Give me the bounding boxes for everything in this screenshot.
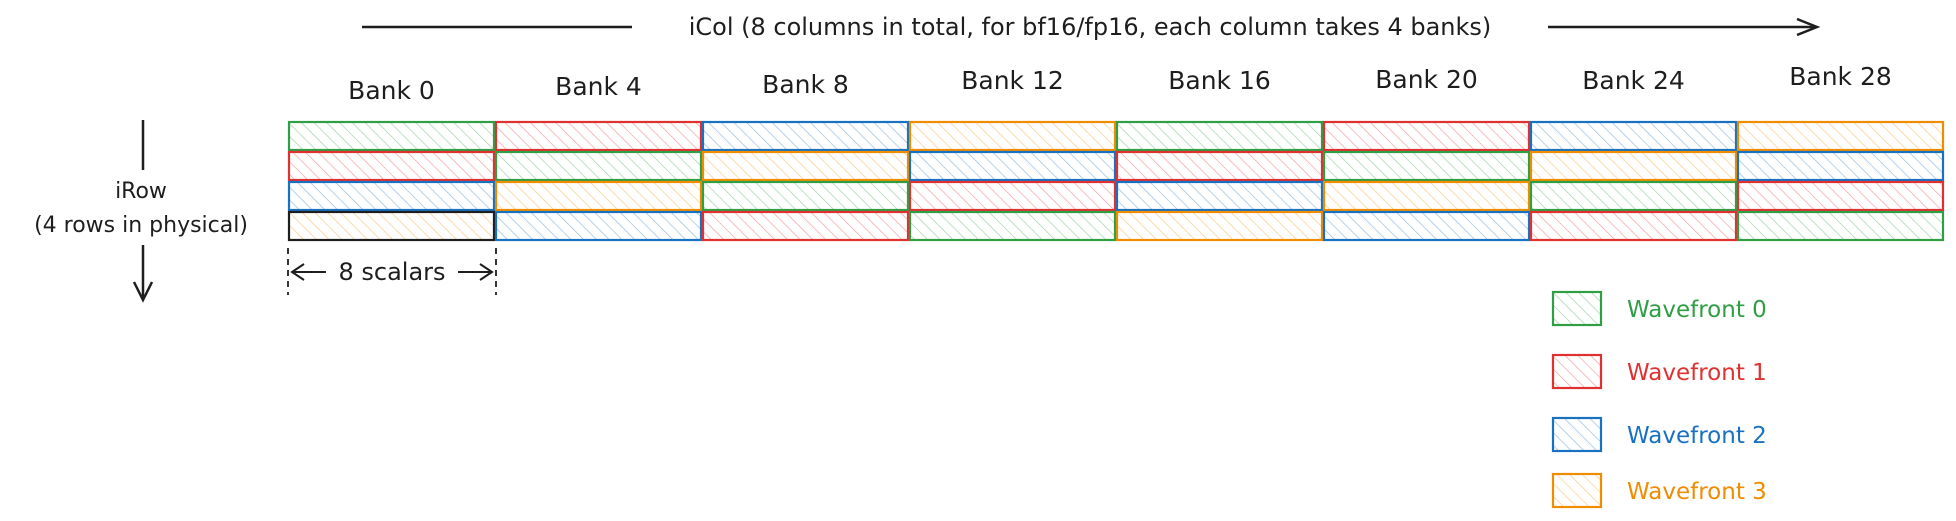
icol-arrow: iCol (8 columns in total, for bf16/fp16,… bbox=[362, 13, 1821, 41]
icol-arrow-head bbox=[1796, 17, 1821, 37]
cell-r0-c4 bbox=[1115, 120, 1324, 152]
bank-header-7: Bank 28 bbox=[1789, 62, 1892, 91]
cell-r1-c1 bbox=[494, 150, 703, 182]
cell-r1-c7 bbox=[1736, 150, 1945, 182]
cell-r1-c3 bbox=[908, 150, 1117, 182]
scalars-arrow-head-right bbox=[479, 263, 494, 281]
cell-r2-c6 bbox=[1529, 180, 1738, 212]
cell-r2-c2 bbox=[701, 180, 910, 212]
cell-r1-c4 bbox=[1115, 150, 1324, 182]
legend: Wavefront 0 Wavefront 1 Wavefront 2 Wavefro… bbox=[1551, 290, 1767, 509]
cell-r0-c3 bbox=[908, 120, 1117, 152]
cell-r2-c5 bbox=[1322, 180, 1531, 212]
cell-r3-c3 bbox=[908, 210, 1117, 242]
cell-r3-c1 bbox=[494, 210, 703, 242]
bank-header-6: Bank 24 bbox=[1582, 66, 1685, 95]
cell-r0-c5 bbox=[1322, 120, 1531, 152]
legend-swatch-3 bbox=[1551, 472, 1603, 509]
bank-header-4: Bank 16 bbox=[1168, 66, 1271, 95]
legend-swatch-1 bbox=[1551, 353, 1603, 390]
irow-sublabel: (4 rows in physical) bbox=[34, 213, 248, 238]
scalars-arrow-head-left bbox=[290, 263, 305, 281]
cell-r0-c7 bbox=[1736, 120, 1945, 152]
cell-r0-c2 bbox=[701, 120, 910, 152]
cell-r1-c5 bbox=[1322, 150, 1531, 182]
cell-r2-c7 bbox=[1736, 180, 1945, 212]
bank-header-0: Bank 0 bbox=[348, 76, 435, 105]
irow-label: iRow bbox=[115, 179, 167, 204]
icol-label: iCol (8 columns in total, for bf16/fp16,… bbox=[689, 13, 1492, 41]
bank-header-2: Bank 8 bbox=[762, 70, 849, 99]
cell-r0-c6 bbox=[1529, 120, 1738, 152]
legend-label-1: Wavefront 1 bbox=[1627, 360, 1767, 386]
cell-r3-c4 bbox=[1115, 210, 1324, 242]
cell-r3-c2 bbox=[701, 210, 910, 242]
cell-r2-c0 bbox=[287, 180, 496, 212]
cell-r1-c0 bbox=[287, 150, 496, 182]
bank-headers: Bank 0 Bank 4 Bank 8 Bank 12 Bank 16 Bank 20 B… bbox=[348, 62, 1892, 105]
legend-label-3: Wavefront 3 bbox=[1627, 479, 1767, 505]
cell-r3-c5 bbox=[1322, 210, 1531, 242]
cell-r1-c6 bbox=[1529, 150, 1738, 182]
cell-r0-c0 bbox=[287, 120, 496, 152]
cell-r3-c6 bbox=[1529, 210, 1738, 242]
cell-r2-c1 bbox=[494, 180, 703, 212]
legend-label-2: Wavefront 2 bbox=[1627, 423, 1767, 449]
legend-swatch-2 bbox=[1551, 416, 1603, 453]
legend-label-0: Wavefront 0 bbox=[1627, 297, 1767, 323]
cell-r2-c3 bbox=[908, 180, 1117, 212]
irow-arrow-head bbox=[132, 281, 154, 303]
bank-header-5: Bank 20 bbox=[1375, 65, 1478, 94]
irow-axis: iRow (4 rows in physical) bbox=[34, 120, 248, 303]
bank-grid bbox=[287, 120, 1945, 242]
cell-r0-c1 bbox=[494, 120, 703, 152]
bank-header-3: Bank 12 bbox=[961, 66, 1064, 95]
cell-r2-c4 bbox=[1115, 180, 1324, 212]
cell-r3-c0 bbox=[287, 210, 496, 242]
legend-swatch-0 bbox=[1551, 290, 1603, 327]
cell-r3-c7 bbox=[1736, 210, 1945, 242]
cell-r1-c2 bbox=[701, 150, 910, 182]
bank-header-1: Bank 4 bbox=[555, 72, 642, 101]
scalars-marker: 8 scalars bbox=[287, 248, 497, 295]
scalars-label: 8 scalars bbox=[338, 258, 445, 286]
